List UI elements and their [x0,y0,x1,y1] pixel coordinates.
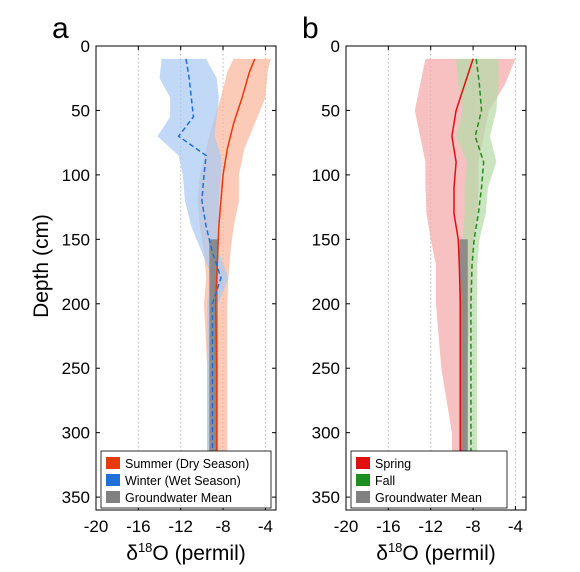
x-tick-label: -16 [126,517,151,536]
legend-swatch [356,457,370,469]
y-tick-label: 50 [71,101,90,120]
panel-letter: b [302,12,319,45]
legend-swatch [356,491,370,503]
y-tick-label: 0 [331,37,340,56]
y-tick-label: 350 [312,488,340,507]
y-tick-label: 300 [312,424,340,443]
y-tick-label: 300 [62,424,90,443]
chart-panel-a: -20 -16 -12 -8 -4 0 50 100 150 200 250 300 350 a δ18O … [52,12,277,565]
legend-box [100,450,272,509]
plot-frame [345,45,527,511]
y-tick-label: 250 [62,359,90,378]
legend-label: Spring [375,457,411,471]
legend-label: Winter (Wet Season) [125,474,241,488]
legend-swatch [106,457,120,469]
x-tick-label: -12 [418,517,443,536]
legend-swatch [106,474,120,486]
x-tick-label: -12 [168,517,193,536]
x-tick-label: -8 [465,517,480,536]
mean-line-0 [451,58,474,452]
x-tick-label: -20 [84,517,109,536]
y-tick-label: 150 [312,230,340,249]
y-tick-label: 100 [312,166,340,185]
plot-frame [95,45,277,511]
panel-letter: a [52,12,69,45]
legend-swatch [106,491,120,503]
mean-line-1 [470,58,485,452]
legend-label: Summer (Dry Season) [125,457,249,471]
x-tick-label: -8 [215,517,230,536]
y-tick-label: 200 [62,295,90,314]
legend: Spring Fall Groundwater Mean [350,450,508,509]
y-tick-label: 100 [62,166,90,185]
legend-swatch [356,474,370,486]
y-tick-label: 0 [81,37,90,56]
legend-label: Groundwater Mean [375,491,482,505]
y-tick-label: 50 [321,101,340,120]
mean-line-0 [214,58,256,452]
legend-label: Groundwater Mean [125,491,232,505]
y-tick-label: 150 [62,230,90,249]
chart-panel-b: -20 -16 -12 -8 -4 0 50 100 150 200 250 300 350 b δ18O … [302,12,527,565]
groundwater-mean-bar [209,239,218,452]
y-axis-label: Depth (cm) [30,214,53,318]
legend-label: Fall [375,474,395,488]
x-tick-label: -4 [508,517,523,536]
x-tick-label: -4 [258,517,273,536]
legend: Summer (Dry Season) Winter (Wet Season) Gr… [100,450,272,509]
y-tick-label: 350 [62,488,90,507]
y-tick-label: 250 [312,359,340,378]
x-tick-label: -16 [376,517,401,536]
x-tick-label: -20 [334,517,359,536]
groundwater-mean-bar [459,239,468,452]
legend-box [350,450,508,509]
y-tick-label: 200 [312,295,340,314]
mean-line-1 [177,58,222,452]
x-axis-label: δ18O (permil) [126,540,246,565]
x-axis-label: δ18O (permil) [376,540,496,565]
